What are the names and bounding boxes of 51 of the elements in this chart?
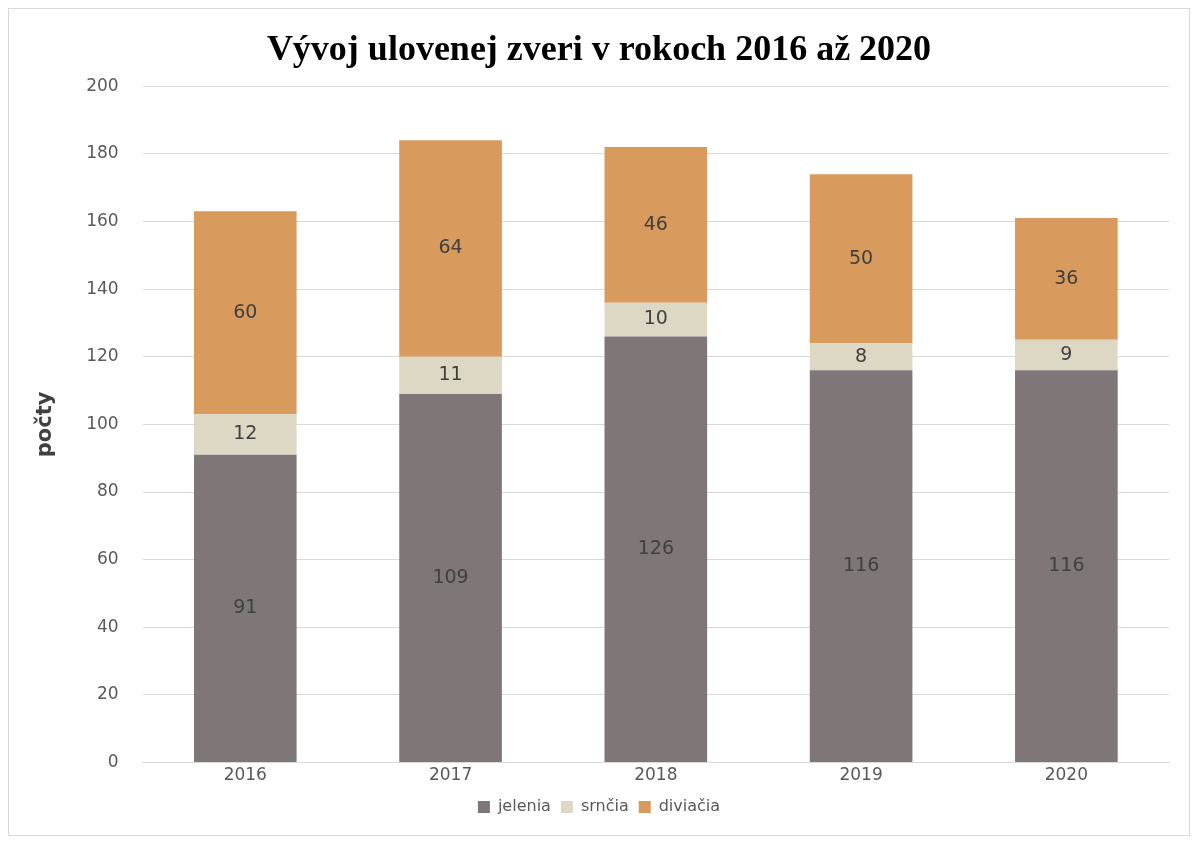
data-label: 116 <box>842 553 880 576</box>
x-tick-label: 2017 <box>428 764 473 785</box>
data-label: 9 <box>1060 342 1073 365</box>
y-tick-label: 40 <box>97 615 119 636</box>
bar <box>193 454 297 763</box>
bar <box>604 302 708 337</box>
data-label: 116 <box>1048 553 1085 576</box>
bar <box>604 336 708 763</box>
y-tick-label: 140 <box>86 277 119 298</box>
y-tick-label: 60 <box>97 548 119 569</box>
y-tick-label: 80 <box>97 480 119 501</box>
chart-title: Vývoj ulovenej zveri v rokoch 2016 až 2020 <box>266 27 932 68</box>
x-tick-label: 2018 <box>634 764 678 785</box>
x-tick-label: 2016 <box>223 764 267 785</box>
bar <box>399 140 502 357</box>
y-tick-label: 120 <box>86 345 119 366</box>
bar <box>1015 339 1118 371</box>
bar <box>399 393 502 763</box>
data-label: 11 <box>438 362 463 385</box>
data-label: 8 <box>855 343 868 366</box>
bar <box>1015 370 1118 763</box>
data-label: 91 <box>233 595 258 618</box>
data-label: 10 <box>643 306 668 329</box>
y-tick-label: 100 <box>86 412 119 433</box>
bar <box>193 211 297 415</box>
bar <box>399 356 502 394</box>
data-label: 12 <box>233 421 258 444</box>
data-label: 126 <box>637 536 674 559</box>
y-tick-label: 20 <box>97 683 119 704</box>
bar <box>809 343 913 371</box>
data-label: 50 <box>849 245 874 268</box>
x-tick-label: 2020 <box>1044 764 1088 785</box>
x-tick-label: 2019 <box>839 764 883 785</box>
y-tick-label: 200 <box>86 74 119 95</box>
legend-label: diviačia <box>658 796 721 816</box>
legend-label: jelenia <box>496 796 551 816</box>
data-label: 109 <box>432 564 469 587</box>
data-label: 36 <box>1054 265 1079 288</box>
bar <box>809 370 913 763</box>
data-label: 64 <box>438 235 463 258</box>
bar <box>1015 218 1118 340</box>
y-axis-title: počty <box>32 391 57 458</box>
data-label: 46 <box>643 211 668 234</box>
legend-label: srnčia <box>580 796 629 816</box>
y-tick-label: 160 <box>86 209 119 230</box>
bar <box>193 414 297 455</box>
bar <box>809 174 913 344</box>
data-label: 60 <box>233 299 258 322</box>
y-tick-label: 0 <box>107 751 119 772</box>
y-tick-label: 180 <box>86 142 119 163</box>
bar <box>604 147 708 303</box>
